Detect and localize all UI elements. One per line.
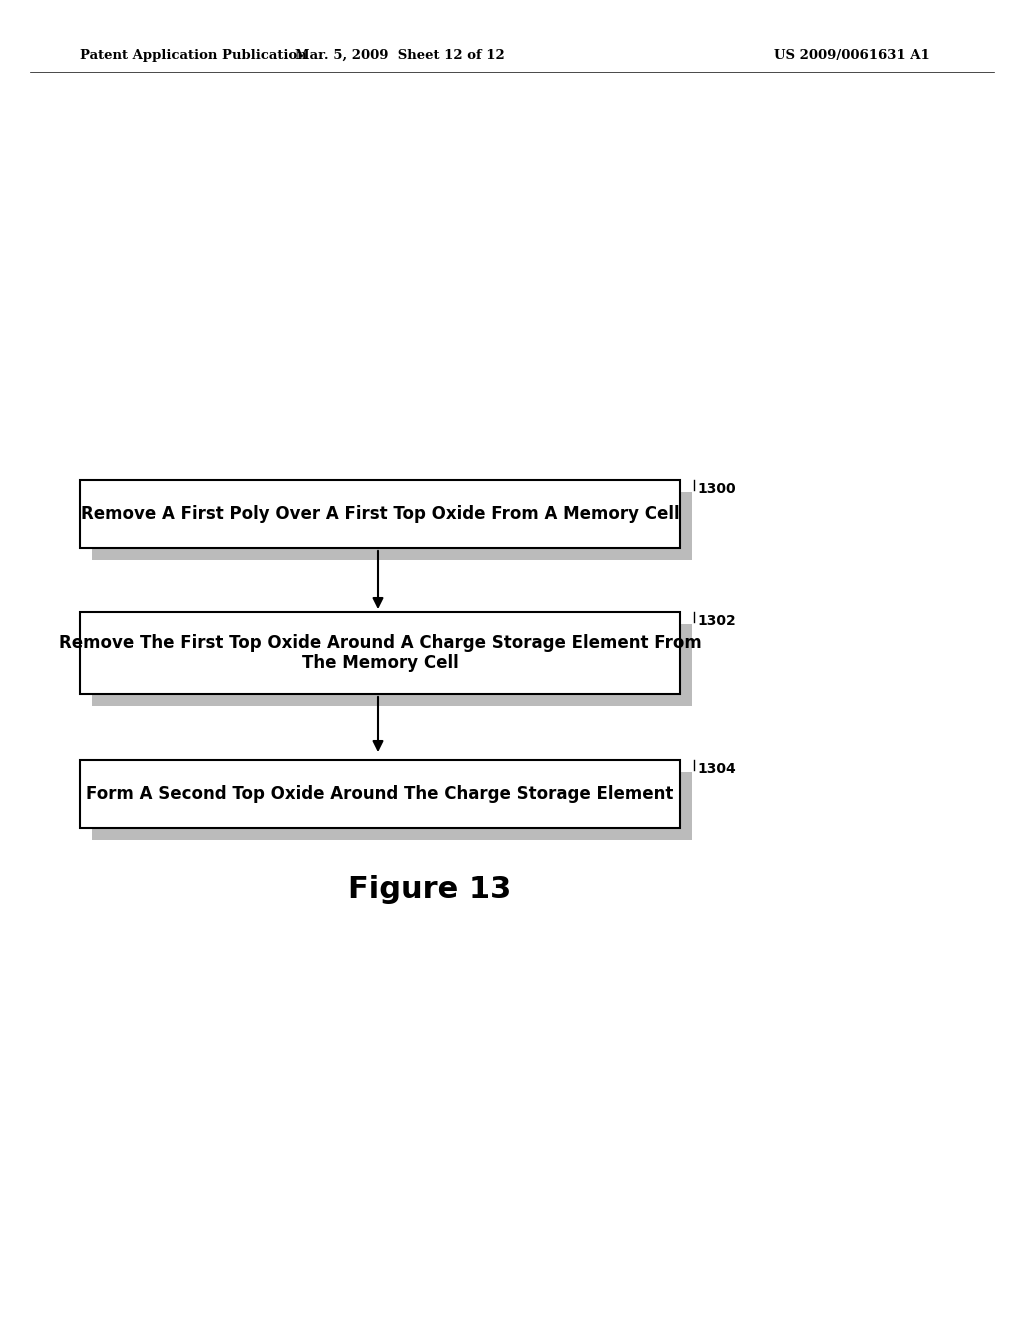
Text: 1304: 1304 [697,762,736,776]
Bar [80,760,680,828]
Text: Figure 13: Figure 13 [348,875,512,904]
Bar [92,772,692,840]
Text: US 2009/0061631 A1: US 2009/0061631 A1 [774,49,930,62]
Bar [92,624,692,706]
Bar [80,480,680,548]
Bar [92,492,692,560]
Bar [80,612,680,694]
Text: Form A Second Top Oxide Around The Charge Storage Element: Form A Second Top Oxide Around The Charg… [86,785,674,803]
Text: Mar. 5, 2009  Sheet 12 of 12: Mar. 5, 2009 Sheet 12 of 12 [295,49,505,62]
Text: Patent Application Publication: Patent Application Publication [80,49,307,62]
Text: Remove A First Poly Over A First Top Oxide From A Memory Cell: Remove A First Poly Over A First Top Oxi… [81,506,679,523]
Text: Remove The First Top Oxide Around A Charge Storage Element From
The Memory Cell: Remove The First Top Oxide Around A Char… [58,634,701,672]
Text: 1302: 1302 [697,614,736,628]
Text: 1300: 1300 [697,482,735,496]
